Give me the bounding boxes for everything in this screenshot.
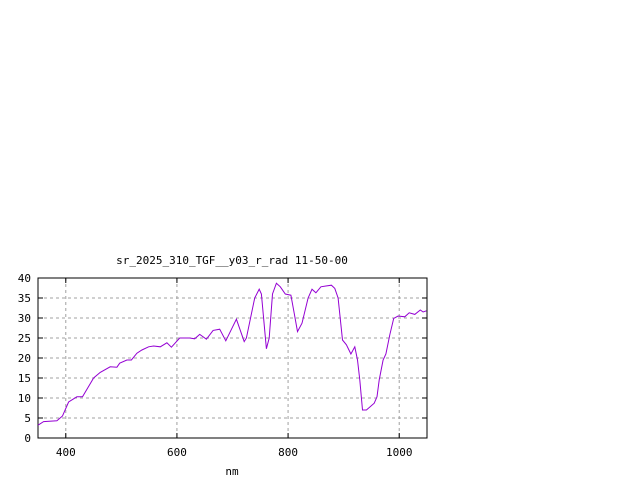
plot-frame: [37, 277, 428, 439]
grid: [38, 278, 427, 438]
x-tick-label: 600: [167, 446, 187, 459]
y-tick-label: 5: [24, 412, 31, 425]
x-tick-label: 1000: [386, 446, 413, 459]
y-tick-label: 15: [18, 372, 31, 385]
y-tick-label: 10: [18, 392, 31, 405]
y-tick-label: 30: [18, 312, 31, 325]
x-tick-label: 400: [56, 446, 76, 459]
x-tick-label: 800: [278, 446, 298, 459]
y-tick-label: 25: [18, 332, 31, 345]
chart-title: sr_2025_310_TGF__y03_r_rad 11-50-00: [116, 254, 348, 267]
series-line: [37, 282, 427, 426]
ticks: 0 5 10 15 20 25 30 35 40 400 600 800 1000: [18, 272, 427, 459]
y-tick-label: 20: [18, 352, 31, 365]
y-tick-label: 35: [18, 292, 31, 305]
x-axis-label: nm: [225, 465, 239, 478]
y-tick-label: 0: [24, 432, 31, 445]
y-tick-label: 40: [18, 272, 31, 285]
